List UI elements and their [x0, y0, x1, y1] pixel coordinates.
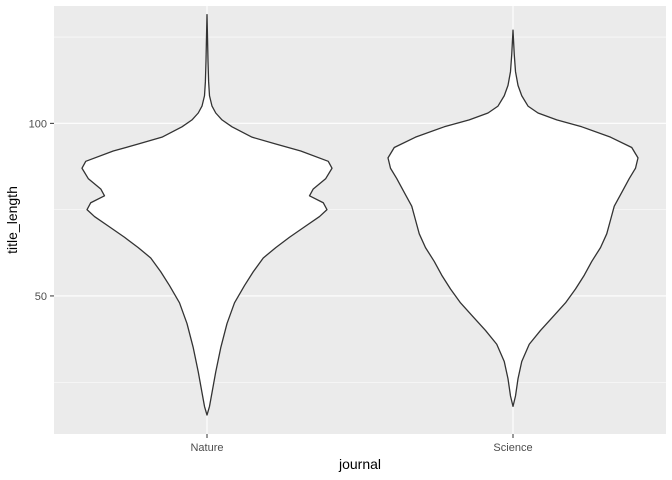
axes: 50 100 Nature Science — [29, 118, 533, 454]
y-tick-label: 100 — [29, 118, 47, 130]
x-tick-label: Nature — [190, 442, 223, 454]
x-tick-label: Science — [493, 442, 532, 454]
x-axis-title: journal — [338, 456, 381, 472]
violins — [81, 13, 639, 416]
y-tick-label: 50 — [35, 291, 47, 303]
violin-science — [387, 29, 639, 408]
violin-nature — [81, 13, 333, 416]
y-axis-title: title_length — [4, 186, 20, 254]
